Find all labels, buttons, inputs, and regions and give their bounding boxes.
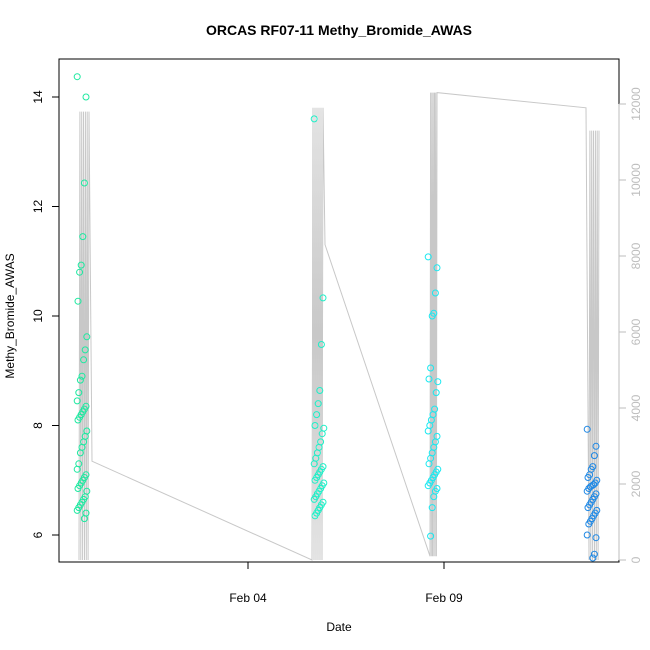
altitude-line-layer xyxy=(78,92,600,561)
data-point xyxy=(74,416,82,424)
data-point xyxy=(310,460,318,468)
data-point xyxy=(584,474,592,481)
data-point xyxy=(73,397,81,405)
y2-tick-label: 10000 xyxy=(629,163,643,197)
data-point xyxy=(310,495,318,503)
x-tick-label: Feb 09 xyxy=(425,591,463,605)
data-point xyxy=(314,400,322,408)
data-point xyxy=(310,115,318,123)
data-point xyxy=(425,460,433,468)
x-axis: Feb 04 Feb 09 xyxy=(229,562,463,605)
data-point xyxy=(434,378,442,386)
data-point xyxy=(432,389,440,397)
data-point xyxy=(427,532,435,540)
data-point xyxy=(584,504,592,512)
data-point xyxy=(80,515,88,523)
y-tick-label: 8 xyxy=(31,422,45,429)
data-point xyxy=(74,297,82,305)
data-point xyxy=(583,425,591,433)
data-point xyxy=(427,364,435,372)
data-point xyxy=(317,341,325,348)
data-point xyxy=(590,550,598,558)
data-point xyxy=(428,504,436,512)
y2-tick-label: 2000 xyxy=(629,470,643,497)
data-point xyxy=(73,73,81,81)
data-point xyxy=(77,261,85,269)
data-point xyxy=(76,449,84,457)
y2-tick-label: 6000 xyxy=(629,318,643,345)
y-tick-label: 6 xyxy=(31,531,45,538)
data-point xyxy=(424,482,432,490)
y-axis-left: 6 8 10 12 14 xyxy=(31,90,60,538)
x-tick-label: Feb 04 xyxy=(229,591,267,605)
data-point xyxy=(76,376,84,384)
data-point xyxy=(82,93,90,101)
data-point xyxy=(592,534,600,542)
data-point xyxy=(311,476,319,484)
y-tick-label: 10 xyxy=(31,309,45,323)
data-point xyxy=(585,520,593,528)
chart-title: ORCAS RF07-11 Methy_Bromide_AWAS xyxy=(206,22,472,38)
y2-tick-label: 4000 xyxy=(629,394,643,421)
y-tick-label: 14 xyxy=(31,90,45,104)
y2-tick-label: 8000 xyxy=(629,242,643,269)
data-point xyxy=(73,465,81,473)
data-point xyxy=(430,493,438,501)
data-point xyxy=(313,411,321,419)
data-point xyxy=(592,442,600,450)
plot-frame xyxy=(58,58,620,563)
data-point xyxy=(424,253,432,261)
y2-tick-label: 0 xyxy=(629,556,643,563)
data-point xyxy=(319,294,327,302)
data-point xyxy=(311,512,319,520)
x-axis-label: Date xyxy=(326,620,352,634)
y-axis-label: Methy_Bromide_AWAS xyxy=(3,253,17,378)
data-point xyxy=(74,485,82,492)
data-point xyxy=(75,389,83,397)
data-point xyxy=(433,264,441,272)
data-point xyxy=(78,372,86,380)
data-point xyxy=(80,356,88,364)
data-point xyxy=(431,289,439,297)
y-axis-right: 0 2000 4000 6000 8000 10000 12000 xyxy=(618,87,643,563)
altitude-line xyxy=(78,92,600,561)
data-point xyxy=(318,430,326,438)
data-point xyxy=(590,452,598,460)
data-point xyxy=(80,179,88,187)
y-tick-label: 12 xyxy=(31,200,45,214)
data-points-layer xyxy=(73,73,601,562)
data-point xyxy=(316,387,324,394)
y2-tick-label: 12000 xyxy=(629,87,643,121)
data-point xyxy=(76,268,84,276)
data-point xyxy=(424,427,432,435)
data-point xyxy=(81,346,89,354)
data-point xyxy=(311,422,319,429)
data-point xyxy=(428,312,436,320)
data-point xyxy=(425,375,433,383)
data-point xyxy=(83,333,91,341)
data-point xyxy=(79,233,87,241)
data-point xyxy=(583,487,591,495)
data-point xyxy=(589,554,597,562)
data-point xyxy=(73,506,81,514)
data-point xyxy=(583,531,591,539)
